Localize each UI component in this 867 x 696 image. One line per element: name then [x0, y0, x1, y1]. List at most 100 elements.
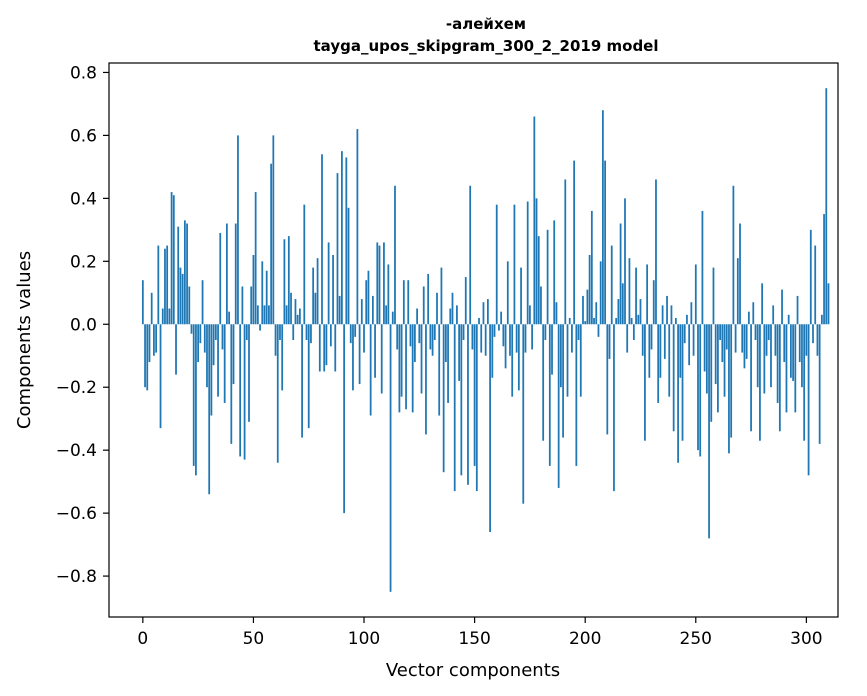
bar-140 — [451, 292, 454, 325]
y-tick-label: 0.8 — [70, 63, 97, 83]
bar-136 — [442, 324, 445, 473]
bar-29 — [206, 324, 208, 388]
bar-93 — [347, 207, 350, 325]
bar-260 — [717, 324, 719, 413]
bar-251 — [697, 324, 699, 451]
bar-261 — [719, 324, 721, 340]
bar-32 — [212, 324, 215, 366]
bar-58 — [270, 163, 273, 325]
y-axis-ticks: −0.8 −0.6 −0.4 −0.2 0.0 0.2 0.4 0.6 0.8 — [56, 63, 109, 587]
bar-250 — [694, 264, 697, 325]
bar-147 — [467, 324, 469, 485]
bar-7 — [157, 245, 160, 325]
bar-109 — [383, 242, 385, 325]
bar-164 — [504, 324, 507, 369]
bar-102 — [367, 270, 370, 325]
bar-158 — [491, 324, 494, 378]
bar-165 — [506, 261, 509, 325]
bar-238 — [668, 324, 671, 397]
bar-54 — [261, 261, 264, 325]
bar-68 — [292, 324, 295, 340]
bar-71 — [298, 308, 301, 325]
bar-288 — [778, 324, 781, 432]
bar-266 — [730, 324, 733, 438]
y-tick-label: 0.2 — [70, 252, 97, 272]
bar-100 — [363, 324, 365, 353]
bar-271 — [741, 324, 744, 353]
bar-46 — [243, 324, 246, 460]
bar-233 — [657, 324, 660, 403]
bar-27 — [201, 280, 204, 325]
bar-299 — [803, 324, 806, 441]
bar-40 — [230, 324, 233, 444]
bar-153 — [480, 324, 483, 353]
bar-292 — [787, 314, 790, 325]
bar-283 — [767, 324, 770, 340]
bar-2 — [146, 324, 149, 391]
bar-81 — [321, 154, 323, 325]
bar-256 — [708, 324, 710, 539]
bar-107 — [378, 245, 381, 325]
bar-187 — [555, 302, 558, 325]
y-tick-label: −0.4 — [56, 441, 97, 461]
x-axis-label: Vector components — [386, 660, 560, 681]
x-tick-label: 50 — [243, 629, 265, 649]
bar-38 — [226, 223, 228, 325]
bar-127 — [422, 286, 425, 325]
bar-10 — [164, 248, 166, 325]
chart-title: -алейхем — [446, 15, 526, 33]
bar-179 — [537, 236, 540, 325]
bar-91 — [343, 324, 345, 514]
bar-22 — [190, 324, 193, 334]
bar-249 — [692, 324, 695, 356]
bar-178 — [535, 198, 538, 325]
bar-198 — [579, 324, 582, 397]
bar-273 — [745, 324, 748, 359]
bar-149 — [471, 324, 474, 350]
bar-183 — [546, 229, 549, 325]
bar-118 — [402, 280, 405, 325]
bar-63 — [281, 324, 284, 391]
x-tick-label: 200 — [569, 629, 601, 649]
bar-41 — [232, 324, 235, 385]
bar-76 — [310, 324, 312, 344]
bar-235 — [661, 305, 664, 325]
bar-37 — [223, 324, 226, 403]
bar-167 — [511, 324, 514, 397]
bar-132 — [433, 324, 436, 340]
bar-119 — [405, 324, 407, 410]
bar-184 — [548, 324, 551, 466]
bar-12 — [168, 308, 171, 325]
bar-202 — [588, 255, 591, 325]
bar-92 — [345, 157, 348, 325]
bar-0 — [141, 280, 144, 325]
x-axis-ticks: 0 50 100 150 200 250 300 — [137, 617, 823, 649]
bar-218 — [624, 198, 626, 325]
bar-241 — [674, 317, 677, 325]
bar-242 — [677, 324, 679, 463]
bar-97 — [356, 129, 359, 325]
bar-225 — [639, 299, 642, 325]
bar-231 — [652, 280, 655, 325]
bar-9 — [161, 308, 164, 325]
bar-60 — [274, 324, 277, 356]
bar-289 — [781, 289, 783, 325]
bar-98 — [358, 324, 361, 385]
bar-166 — [509, 324, 511, 356]
bar-230 — [650, 324, 653, 350]
bar-217 — [621, 283, 624, 325]
bar-152 — [478, 317, 480, 325]
bar-8 — [159, 324, 162, 429]
bar-296 — [796, 295, 799, 325]
bar-49 — [250, 286, 253, 325]
bar-171 — [520, 267, 522, 325]
bar-21 — [188, 286, 191, 325]
bar-197 — [577, 324, 580, 340]
bar-56 — [265, 270, 268, 325]
bar-55 — [263, 305, 266, 325]
bar-207 — [599, 261, 602, 325]
bar-90 — [341, 151, 343, 325]
bar-291 — [785, 324, 788, 413]
bar-245 — [683, 324, 686, 344]
bar-298 — [801, 324, 803, 388]
